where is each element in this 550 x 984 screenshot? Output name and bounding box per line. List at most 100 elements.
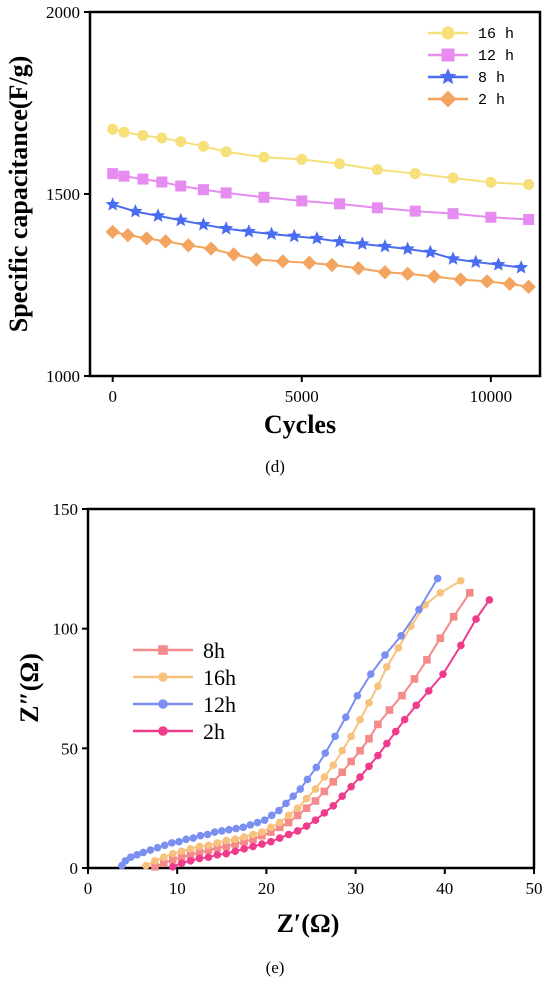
data-point — [139, 848, 148, 857]
y-tick-label: 150 — [53, 500, 79, 519]
data-point — [146, 846, 155, 854]
data-point — [105, 224, 120, 240]
data-point — [423, 655, 431, 664]
data-point — [353, 691, 362, 700]
panel-label-d: (d) — [265, 457, 285, 476]
data-point — [374, 751, 382, 760]
y-tick-label: 100 — [53, 620, 79, 639]
data-point — [168, 849, 177, 858]
data-point — [142, 861, 150, 870]
data-point — [275, 818, 284, 827]
data-point — [120, 227, 135, 243]
data-point — [128, 204, 143, 218]
data-point — [472, 615, 480, 623]
y-tick-label: 0 — [70, 859, 79, 878]
data-point — [231, 847, 239, 856]
legend-swatch-marker — [158, 699, 168, 709]
data-point — [329, 801, 338, 810]
data-point — [391, 727, 400, 736]
data-point — [218, 827, 226, 835]
x-tick-label: 50 — [526, 879, 543, 898]
data-point — [220, 146, 232, 158]
data-point — [107, 123, 119, 135]
data-point — [220, 187, 232, 199]
y-tick-label: 50 — [61, 739, 78, 758]
legend-swatch-marker — [439, 68, 457, 85]
data-point — [383, 663, 391, 671]
data-point — [121, 857, 130, 865]
data-point — [258, 840, 266, 848]
data-point — [302, 255, 317, 270]
data-point — [365, 734, 373, 743]
data-point — [334, 158, 346, 170]
data-point — [105, 197, 120, 211]
data-point — [239, 823, 248, 832]
data-point — [195, 848, 204, 857]
data-point — [324, 257, 340, 273]
data-point — [226, 247, 241, 262]
series-line — [112, 128, 529, 186]
x-tick-label: 0 — [108, 387, 117, 406]
data-point — [249, 835, 257, 844]
legend-entry: 16 h — [428, 26, 514, 43]
series-2h — [168, 596, 494, 871]
x-tick-label: 10000 — [470, 387, 513, 406]
data-point — [204, 846, 213, 854]
data-point — [415, 605, 423, 614]
x-tick-label: 40 — [436, 879, 453, 898]
data-point — [156, 132, 168, 144]
series-8h — [151, 588, 474, 871]
data-point — [275, 806, 283, 815]
data-point — [465, 588, 474, 597]
data-point — [347, 782, 355, 791]
data-point — [423, 244, 438, 259]
data-point — [133, 851, 141, 859]
data-point — [385, 706, 394, 714]
data-point — [260, 816, 269, 824]
data-point — [160, 841, 169, 850]
data-point — [264, 226, 279, 241]
data-point — [424, 687, 433, 695]
data-point — [398, 691, 406, 700]
data-point — [356, 746, 364, 755]
data-point — [377, 265, 393, 280]
data-point — [282, 799, 290, 808]
legend-entry: 8 h — [428, 68, 505, 87]
data-point — [175, 837, 183, 846]
data-point — [168, 839, 176, 847]
data-point — [168, 863, 177, 871]
legend-entry: 12 h — [428, 48, 514, 65]
data-point — [371, 164, 383, 176]
data-point — [302, 804, 311, 812]
data-point — [186, 845, 195, 853]
data-point — [365, 699, 373, 707]
data-point — [213, 839, 222, 847]
data-point — [296, 195, 308, 207]
data-point — [397, 632, 405, 640]
data-point — [347, 757, 355, 766]
data-point — [137, 173, 149, 185]
data-point — [240, 845, 248, 853]
legend-label: 12 h — [478, 48, 514, 65]
data-point — [139, 231, 154, 246]
data-point — [447, 208, 459, 220]
data-point — [485, 596, 494, 604]
data-point — [347, 732, 355, 741]
series-12h — [107, 168, 535, 225]
data-point — [153, 843, 162, 852]
data-point — [321, 749, 330, 757]
data-point — [374, 720, 382, 729]
data-point — [275, 823, 284, 832]
data-point — [293, 804, 302, 812]
data-point — [356, 715, 364, 724]
data-point — [175, 136, 187, 148]
series-16h — [107, 123, 535, 191]
data-point — [151, 863, 159, 871]
data-point — [177, 859, 186, 868]
data-point — [445, 251, 461, 265]
x-tick-label: 30 — [347, 879, 364, 898]
data-point — [296, 785, 305, 793]
data-point — [175, 180, 187, 192]
series-12h — [118, 574, 442, 870]
y-tick-label: 1500 — [46, 185, 80, 204]
